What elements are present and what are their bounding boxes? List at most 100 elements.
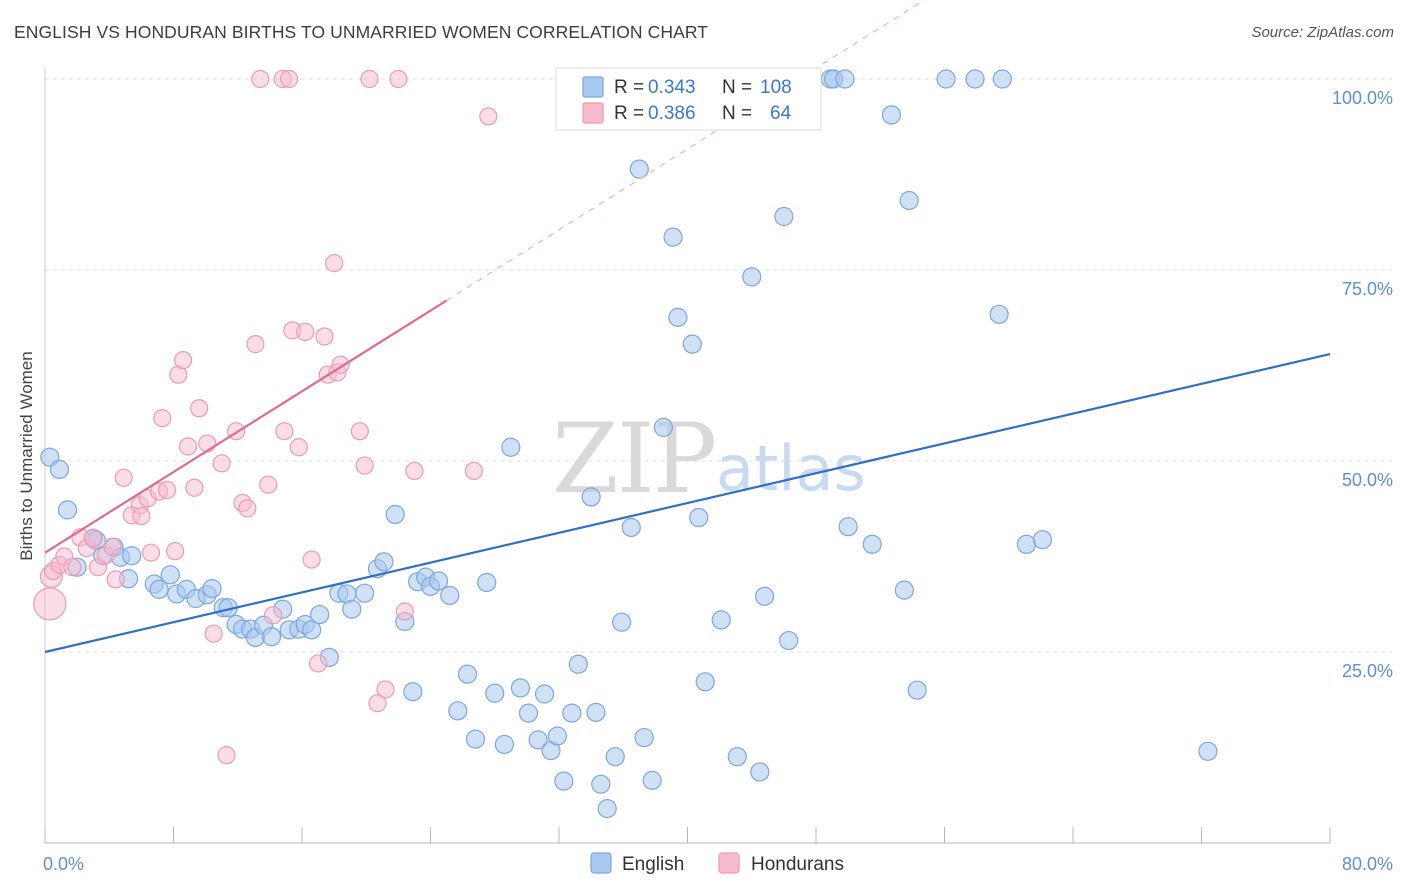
english-point — [754, 586, 775, 606]
english-point — [149, 579, 169, 599]
english-point — [965, 69, 985, 89]
legend-n-label-english: N = — [722, 77, 752, 98]
honduran-point — [263, 606, 283, 625]
honduran-point — [296, 322, 315, 341]
english-point — [597, 799, 617, 819]
series-legend: English Hondurans — [590, 852, 844, 875]
english-point — [310, 604, 330, 625]
honduran-point — [275, 422, 294, 441]
honduran-point — [350, 422, 369, 441]
honduran-point — [106, 570, 125, 589]
y-tick-labels: 25.0% 50.0% 75.0% 100.0% — [1332, 88, 1393, 681]
bottom-legend-swatch-honduran — [718, 852, 740, 874]
honduran-point — [212, 454, 231, 473]
honduran-point — [166, 542, 185, 561]
english-point — [342, 599, 362, 619]
honduran-point — [289, 438, 308, 457]
english-point — [629, 159, 649, 179]
english-point — [907, 680, 927, 700]
english-point — [518, 703, 539, 723]
y-tick-label: 50.0% — [1342, 470, 1393, 490]
gridlines — [45, 78, 1392, 653]
english-point — [562, 703, 582, 723]
y-tick-label: 75.0% — [1342, 279, 1393, 299]
english-points — [40, 69, 1218, 819]
english-point — [581, 487, 601, 507]
honduran-point — [315, 327, 334, 346]
honduran-point — [302, 550, 321, 569]
english-point — [642, 770, 662, 790]
honduran-point — [157, 480, 177, 500]
english-point — [1016, 534, 1037, 554]
english-point — [448, 701, 468, 721]
legend-r-label-honduran: R = — [614, 103, 644, 124]
english-point — [494, 734, 514, 755]
english-point — [547, 726, 567, 746]
legend-r-value-honduran: 0.386 — [648, 103, 696, 124]
legend-r-value-english: 0.343 — [648, 77, 696, 98]
correlation-legend: R = 0.343 N = 108 R = 0.386 N = 64 — [555, 67, 822, 131]
bottom-legend-english: English — [622, 854, 684, 875]
honduran-trend-extension — [446, 0, 926, 302]
honduran-point — [246, 335, 265, 354]
english-point — [440, 585, 460, 606]
honduran-trend-line — [44, 299, 448, 554]
english-trend-line — [44, 352, 1331, 654]
english-point — [528, 730, 548, 750]
english-point — [862, 534, 882, 554]
honduran-point — [178, 437, 198, 456]
honduran-point — [251, 69, 270, 89]
honduran-point — [355, 456, 374, 475]
honduran-point — [103, 537, 122, 556]
english-point — [727, 747, 747, 767]
english-point — [695, 672, 715, 692]
english-point — [605, 747, 625, 767]
honduran-point — [405, 461, 424, 481]
honduran-point — [259, 475, 278, 494]
english-point — [899, 190, 919, 211]
chart-title: ENGLISH VS HONDURAN BIRTHS TO UNMARRIED … — [14, 22, 709, 42]
x-tick-label: 0.0% — [43, 854, 84, 874]
english-point — [591, 774, 611, 794]
y-tick-label: 100.0% — [1332, 88, 1393, 108]
english-point — [989, 304, 1009, 324]
legend-swatch-english — [582, 76, 604, 98]
english-point — [302, 620, 322, 640]
bottom-legend-honduran: Hondurans — [751, 854, 844, 875]
english-point — [534, 684, 555, 704]
english-point — [750, 762, 770, 782]
honduran-point — [464, 461, 483, 481]
honduran-point — [84, 529, 103, 548]
honduran-point — [280, 69, 299, 89]
english-point — [838, 517, 858, 537]
x-tick-labels: 0.0% 80.0% — [43, 854, 1393, 874]
y-tick-label: 25.0% — [1342, 661, 1393, 681]
honduran-point — [204, 624, 223, 643]
legend-n-value-english: 108 — [760, 77, 792, 98]
chart-source: Source: ZipAtlas.com — [1251, 24, 1394, 41]
english-point — [992, 69, 1012, 89]
english-point — [49, 459, 70, 480]
english-point — [653, 417, 674, 437]
english-point — [894, 580, 914, 600]
english-point — [374, 552, 394, 572]
english-point — [711, 610, 731, 630]
legend-swatch-honduran — [582, 102, 604, 124]
english-point — [160, 565, 180, 585]
legend-n-label-honduran: N = — [722, 103, 752, 124]
honduran-point — [185, 478, 204, 497]
honduran-point — [389, 69, 408, 89]
english-point — [202, 578, 222, 599]
honduran-point — [114, 468, 133, 487]
honduran-point — [376, 680, 395, 699]
english-point — [122, 546, 142, 566]
english-point — [428, 571, 449, 591]
english-point — [621, 517, 641, 538]
english-point — [457, 664, 478, 684]
honduran-point — [174, 351, 193, 370]
honduran-point — [198, 434, 217, 453]
english-point — [682, 334, 702, 354]
honduran-point — [479, 107, 498, 126]
watermark-zip: ZIP — [552, 403, 715, 515]
